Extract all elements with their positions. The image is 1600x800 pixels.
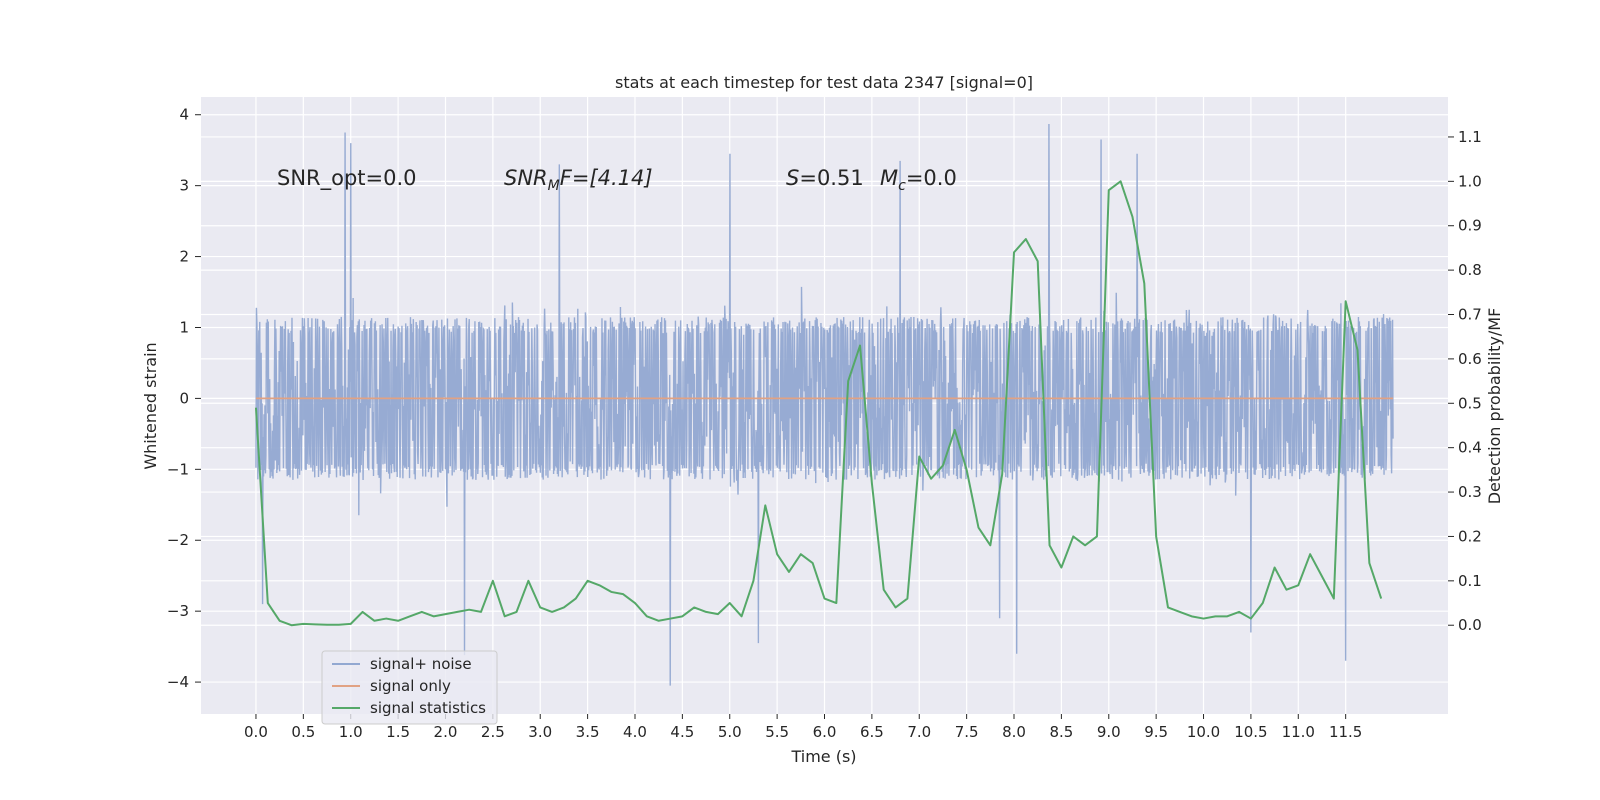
y-right-tick-label-2: 0.2 (1458, 527, 1482, 545)
series-signal-plus-noise (255, 123, 1394, 686)
y-right-tick-label-1: 0.1 (1458, 572, 1482, 590)
x-tick-label-15: 7.5 (955, 723, 979, 741)
x-tick-label-23: 11.5 (1329, 723, 1362, 741)
y-right-axis-title: Detection probability/MF (1485, 308, 1504, 505)
legend-label-signal-only: signal only (370, 677, 451, 695)
x-tick-label-6: 3.0 (528, 723, 552, 741)
annotation-s-main: S (786, 166, 799, 190)
signal-statistics-line (254, 180, 1383, 627)
y-left-tick-label-2: −2 (167, 531, 189, 549)
y-right-tick-label-4: 0.4 (1458, 439, 1482, 457)
x-tick-label-5: 2.5 (481, 723, 505, 741)
x-tick-label-18: 9.0 (1097, 723, 1121, 741)
x-tick-label-17: 8.5 (1049, 723, 1073, 741)
y-left-tick-label-1: −3 (167, 602, 189, 620)
annotations: SNR_opt=0.0 SNRMF=[4.14] S=0.51 Mc=0.0 (277, 166, 957, 194)
x-tick-label-14: 7.0 (907, 723, 931, 741)
chart-title: stats at each timestep for test data 234… (615, 73, 1033, 92)
x-axis-ticks: 0.0 0.5 1.0 1.5 2.0 2.5 3.0 3.5 4.0 4.5 5.0 5.5 6.0 6… (244, 714, 1362, 741)
annotation-s: S=0.51 (786, 166, 864, 190)
x-tick-label-8: 4.0 (623, 723, 647, 741)
annotation-snr-mf-rest: F=[4.14] (560, 166, 653, 190)
annotation-mc-sub: c (898, 178, 906, 194)
y-left-tick-label-6: 2 (179, 248, 189, 266)
x-tick-label-1: 0.5 (291, 723, 315, 741)
annotation-mc-main: M (880, 166, 898, 190)
x-tick-label-13: 6.5 (860, 723, 884, 741)
x-tick-label-4: 2.0 (434, 723, 458, 741)
x-tick-label-3: 1.5 (386, 723, 410, 741)
annotation-snr-mf: SNRMF=[4.14] (504, 166, 653, 194)
x-tick-label-22: 11.0 (1282, 723, 1315, 741)
y-left-axis-ticks: −4 −3 −2 −1 0 1 2 3 4 (167, 106, 201, 691)
legend-label-signal-plus-noise: signal+ noise (370, 655, 472, 673)
x-tick-label-2: 1.0 (339, 723, 363, 741)
annotation-snr-mf-sub: M (548, 178, 560, 194)
legend-label-signal-statistics: signal statistics (370, 699, 486, 717)
y-right-tick-label-6: 0.6 (1458, 350, 1482, 368)
legend-box (321, 650, 498, 725)
y-left-tick-label-3: −1 (167, 460, 189, 478)
y-right-tick-label-3: 0.3 (1458, 483, 1482, 501)
y-right-tick-label-10: 1.0 (1458, 172, 1482, 190)
y-right-tick-label-7: 0.7 (1458, 306, 1482, 324)
annotation-mc-rest: =0.0 (906, 166, 957, 190)
y-right-tick-label-5: 0.5 (1458, 394, 1482, 412)
y-right-tick-label-0: 0.0 (1458, 616, 1482, 634)
y-left-tick-label-0: −4 (167, 673, 189, 691)
x-tick-label-11: 5.5 (765, 723, 789, 741)
y-left-tick-label-5: 1 (179, 318, 189, 336)
x-tick-label-20: 10.0 (1187, 723, 1220, 741)
signal-plus-noise-line (255, 123, 1394, 686)
y-right-tick-label-11: 1.1 (1458, 128, 1482, 146)
x-tick-label-9: 4.5 (670, 723, 694, 741)
annotation-snr-mf-main: SNR (504, 166, 548, 190)
y-right-axis-ticks: 0.0 0.1 0.2 0.3 0.4 0.5 0.6 0.7 0.8 0.9 1.0 1.1 (1448, 128, 1482, 634)
y-left-tick-label-8: 4 (179, 106, 189, 124)
annotation-snr-opt: SNR_opt=0.0 (277, 166, 417, 191)
x-tick-label-19: 9.5 (1144, 723, 1168, 741)
y-left-tick-label-7: 3 (179, 177, 189, 195)
annotation-s-rest: =0.51 (799, 166, 863, 190)
series-signal-statistics (254, 180, 1383, 627)
y-right-tick-label-8: 0.8 (1458, 261, 1482, 279)
annotation-mc: Mc=0.0 (880, 166, 957, 194)
y-left-axis-title: Whitened strain (141, 342, 160, 469)
x-tick-label-0: 0.0 (244, 723, 268, 741)
x-tick-label-16: 8.0 (1002, 723, 1026, 741)
x-axis-title: Time (s) (790, 747, 856, 766)
legend: signal+ noise signal only signal statist… (321, 650, 498, 725)
y-right-tick-label-9: 0.9 (1458, 217, 1482, 235)
x-tick-label-12: 6.0 (813, 723, 837, 741)
x-tick-label-21: 10.5 (1234, 723, 1267, 741)
y-left-tick-label-4: 0 (179, 389, 189, 407)
x-tick-label-10: 5.0 (718, 723, 742, 741)
x-tick-label-7: 3.5 (576, 723, 600, 741)
